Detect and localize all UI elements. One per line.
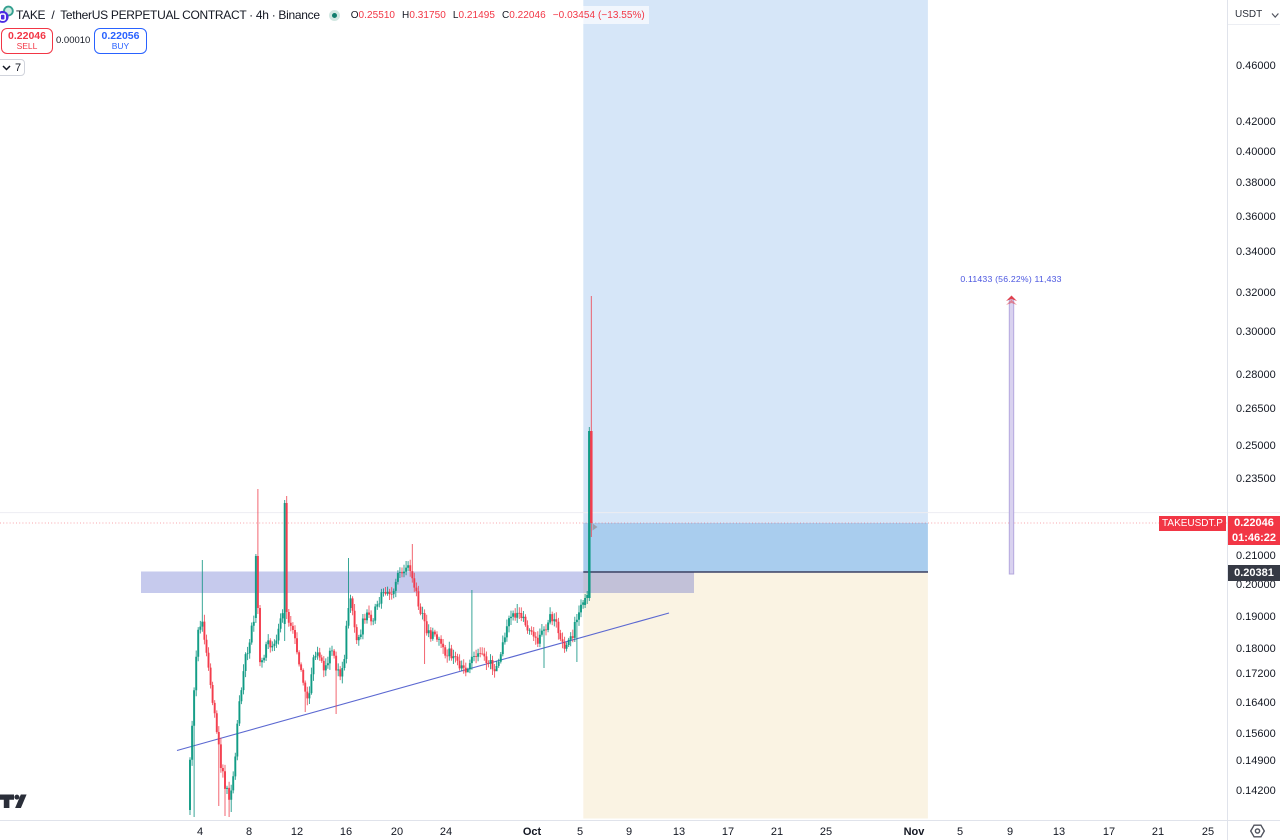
svg-text:Oct: Oct <box>523 826 542 838</box>
svg-text:0.14900: 0.14900 <box>1236 755 1276 767</box>
svg-text:25: 25 <box>1202 826 1214 838</box>
svg-text:0.25000: 0.25000 <box>1236 440 1276 452</box>
svg-text:25: 25 <box>820 826 832 838</box>
svg-text:0.30000: 0.30000 <box>1236 326 1276 338</box>
svg-text:9: 9 <box>626 826 632 838</box>
svg-text:12: 12 <box>291 826 303 838</box>
svg-text:0.36000: 0.36000 <box>1236 211 1276 223</box>
svg-text:0.21000: 0.21000 <box>1236 550 1276 562</box>
svg-text:0.18000: 0.18000 <box>1236 643 1276 655</box>
svg-text:Nov: Nov <box>904 826 926 838</box>
svg-text:0.34000: 0.34000 <box>1236 246 1276 258</box>
svg-text:5: 5 <box>957 826 963 838</box>
svg-text:9: 9 <box>1007 826 1013 838</box>
svg-text:0.14200: 0.14200 <box>1236 785 1276 797</box>
svg-text:4: 4 <box>197 826 203 838</box>
svg-text:24: 24 <box>440 826 452 838</box>
svg-text:0.19000: 0.19000 <box>1236 611 1276 623</box>
svg-text:17: 17 <box>1103 826 1115 838</box>
svg-text:21: 21 <box>1152 826 1164 838</box>
svg-text:0.20000: 0.20000 <box>1236 579 1276 591</box>
svg-text:0.40000: 0.40000 <box>1236 146 1276 158</box>
svg-text:0.28000: 0.28000 <box>1236 369 1276 381</box>
svg-text:0.16400: 0.16400 <box>1236 697 1276 709</box>
svg-text:20: 20 <box>391 826 403 838</box>
svg-text:0.26500: 0.26500 <box>1236 403 1276 415</box>
svg-text:0.38000: 0.38000 <box>1236 177 1276 189</box>
svg-text:5: 5 <box>577 826 583 838</box>
svg-text:0.11433 (56.22%) 11,433: 0.11433 (56.22%) 11,433 <box>960 274 1061 284</box>
svg-text:13: 13 <box>673 826 685 838</box>
svg-text:0.23500: 0.23500 <box>1236 473 1276 485</box>
svg-text:0.42000: 0.42000 <box>1236 116 1276 128</box>
svg-text:0.46000: 0.46000 <box>1236 60 1276 72</box>
svg-text:8: 8 <box>246 826 252 838</box>
svg-text:0.17200: 0.17200 <box>1236 668 1276 680</box>
svg-text:21: 21 <box>771 826 783 838</box>
svg-text:0.15600: 0.15600 <box>1236 728 1276 740</box>
svg-text:0.32000: 0.32000 <box>1236 287 1276 299</box>
svg-text:17: 17 <box>722 826 734 838</box>
svg-text:13: 13 <box>1053 826 1065 838</box>
svg-text:16: 16 <box>340 826 352 838</box>
